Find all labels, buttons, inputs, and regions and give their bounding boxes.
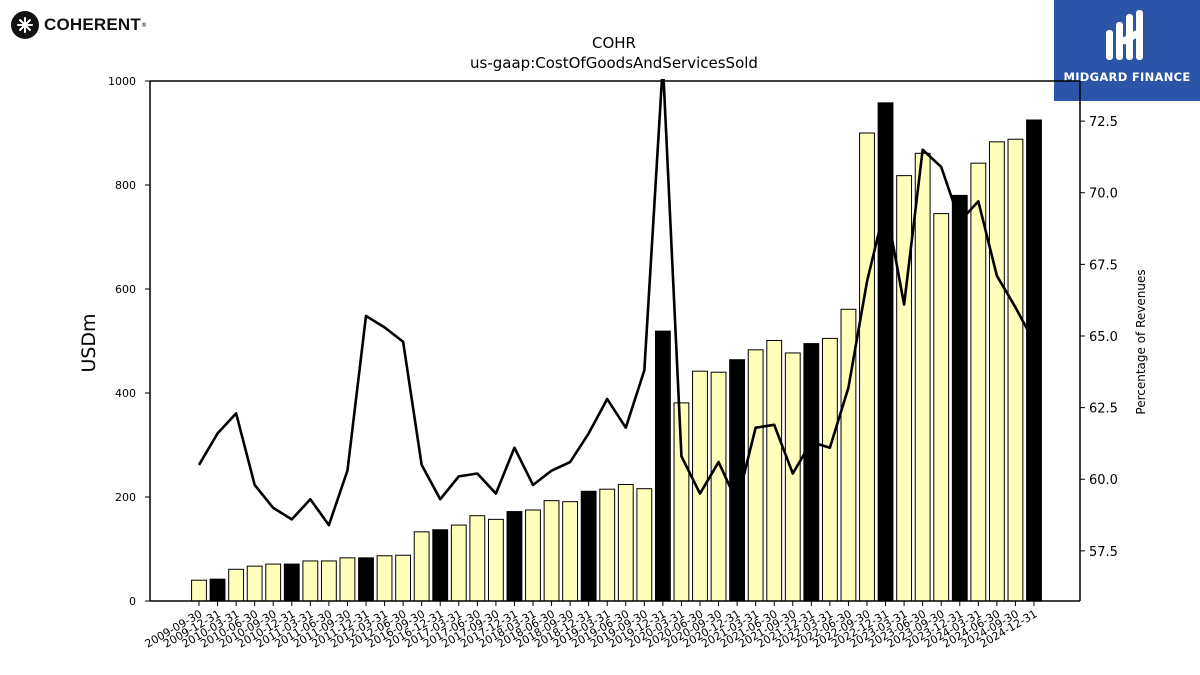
bar: [395, 554, 412, 602]
bar: [580, 490, 597, 602]
midgard-finance-text: MIDGARD FINANCE: [1063, 70, 1191, 84]
bar: [432, 529, 449, 602]
bar: [599, 488, 616, 602]
bar: [543, 500, 560, 602]
y-tick-label: 800: [115, 179, 136, 192]
chart-title: COHR: [592, 34, 636, 52]
bar: [933, 213, 950, 602]
bar-series: [191, 102, 1042, 602]
bar: [766, 339, 783, 602]
bar: [710, 371, 727, 602]
bar: [228, 568, 245, 602]
y-axis-label-right: Percentage of Revenues: [1134, 269, 1148, 414]
line-series: [197, 79, 1036, 527]
x-axis: 2009-09-302009-12-312010-03-312010-06-30…: [143, 601, 1040, 651]
bar: [821, 337, 838, 602]
bar: [877, 102, 894, 602]
bar: [209, 578, 226, 602]
bar: [1007, 138, 1024, 602]
bar: [988, 141, 1005, 602]
bar: [896, 175, 913, 602]
y-axis-right: 57.5 60.0 62.5 65.0 67.5 70.0 72.5: [1080, 115, 1118, 560]
y2-tick-label: 65.0: [1089, 330, 1118, 345]
bar: [450, 524, 467, 602]
bar: [376, 555, 393, 602]
bar: [1026, 119, 1042, 602]
bar: [413, 531, 430, 602]
bar: [246, 565, 263, 602]
y-axis-left: 0 200 400 600 800 1000: [108, 75, 150, 608]
bar: [562, 501, 579, 602]
y2-tick-label: 70.0: [1089, 187, 1118, 202]
midgard-finance-logo: MIDGARD FINANCE: [1054, 0, 1200, 101]
y-tick-label: 200: [115, 491, 136, 504]
bar: [747, 349, 764, 602]
y2-tick-label: 67.5: [1089, 258, 1118, 273]
plot-frame: [149, 80, 1081, 602]
bar: [617, 484, 634, 602]
bar: [859, 132, 875, 602]
bar: [302, 560, 319, 602]
y-tick-label: 0: [129, 595, 136, 608]
bar: [358, 557, 374, 602]
bar: [970, 162, 987, 602]
bar: [636, 488, 653, 602]
bar: [191, 579, 207, 602]
bar: [506, 511, 523, 602]
y2-tick-label: 62.5: [1089, 402, 1118, 417]
bar: [320, 560, 337, 602]
chart-subtitle: us-gaap:CostOfGoodsAndServicesSold: [470, 54, 758, 72]
percentage-line: [197, 79, 1036, 527]
y-tick-label: 1000: [108, 75, 136, 88]
bar: [525, 509, 541, 602]
y-tick-label: 400: [115, 387, 136, 400]
bar: [265, 563, 282, 602]
bar: [487, 518, 504, 602]
bar: [951, 194, 968, 602]
bar: [654, 330, 671, 602]
coherent-logo-text: COHERENT: [44, 15, 141, 34]
bar: [283, 563, 300, 602]
coherent-star-icon: [11, 11, 39, 39]
y-axis-label-left: USDm: [78, 313, 100, 372]
bar: [914, 152, 931, 602]
bar: [803, 343, 820, 602]
y2-tick-label: 57.5: [1089, 545, 1118, 560]
y2-tick-label: 60.0: [1089, 473, 1118, 488]
midgard-m-icon: [1106, 10, 1143, 60]
coherent-logo: COHERENT ®: [10, 10, 147, 40]
coherent-logo-mark: ®: [141, 21, 147, 29]
bar: [469, 515, 486, 602]
y2-tick-label: 72.5: [1089, 115, 1118, 130]
y-tick-label: 600: [115, 283, 136, 296]
bar: [339, 557, 356, 602]
bar: [784, 352, 801, 602]
